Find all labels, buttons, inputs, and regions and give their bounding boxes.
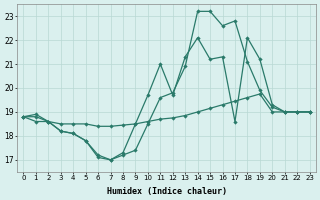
X-axis label: Humidex (Indice chaleur): Humidex (Indice chaleur) xyxy=(107,187,227,196)
